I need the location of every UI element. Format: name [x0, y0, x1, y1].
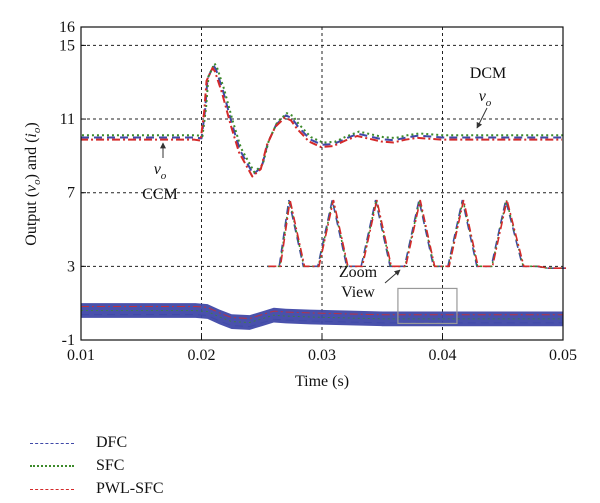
legend-label-pwl-sfc: PWL-SFC	[96, 480, 164, 497]
legend-label-sfc: SFC	[96, 457, 125, 474]
legend-item-dfc: DFC	[30, 433, 127, 453]
grid-lines	[81, 27, 563, 340]
ccm-label: CCM	[142, 186, 178, 203]
zoom-waveform-pwl-sfc	[268, 199, 567, 269]
y-tick-label-0: -1	[62, 332, 75, 349]
legend-swatch-dfc	[30, 442, 74, 444]
legend-item-sfc: SFC	[30, 456, 124, 476]
zoom-waveform	[267, 199, 567, 269]
y-tick-label-4: 15	[59, 37, 75, 54]
dcm-label: DCM	[470, 65, 506, 82]
zoom-waveform-dfc	[267, 199, 565, 269]
legend-swatch-sfc	[30, 465, 74, 467]
dcm-arrow	[476, 107, 488, 129]
output-current-area	[81, 303, 563, 330]
zoom-box	[397, 287, 458, 325]
series-lines	[81, 62, 563, 178]
zoom-label-line1: Zoom	[339, 264, 378, 281]
output-current-dfc	[81, 314, 563, 328]
dcm-vo-label: vo	[479, 88, 492, 109]
y-tick-label-3: 11	[60, 111, 75, 128]
zoom-arrow	[384, 269, 401, 284]
legend-item-pwl-sfc: PWL-SFC	[30, 479, 164, 499]
legend-swatch-pwl-sfc	[30, 488, 74, 490]
output-current-band	[81, 303, 563, 330]
output-voltage-sfc	[81, 62, 563, 174]
legend-label-dfc: DFC	[96, 434, 128, 451]
ccm-vo-label: vo	[154, 161, 167, 182]
x-tick-label-3: 0.04	[429, 347, 457, 364]
x-tick-label-4: 0.05	[549, 347, 577, 364]
zoom-label-line2: View	[341, 284, 375, 301]
x-tick-label-0: 0.01	[67, 347, 95, 364]
output-current-pwl-sfc	[81, 305, 563, 319]
y-tick-label-2: 7	[67, 185, 75, 202]
y-tick-label-5: 16	[59, 19, 75, 36]
x-tick-label-1: 0.02	[188, 347, 216, 364]
output-voltage-pwl-sfc	[81, 66, 563, 178]
y-axis-title: Output (vo) and (io)	[23, 122, 43, 245]
legend: DFC SFC PWL-SFC	[30, 433, 250, 499]
zoom-waveform-sfc	[267, 199, 566, 269]
x-axis-title: Time (s)	[295, 373, 349, 390]
y-tick-label-1: 3	[67, 258, 75, 275]
x-tick-label-2: 0.03	[308, 347, 336, 364]
